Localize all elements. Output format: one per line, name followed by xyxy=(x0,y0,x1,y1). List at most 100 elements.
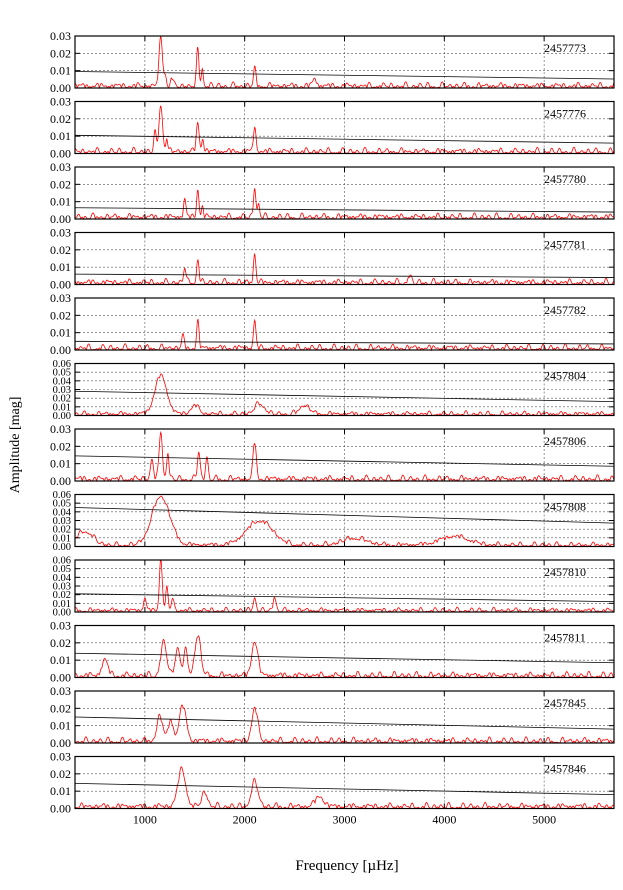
y-tick-label: 0.02 xyxy=(50,177,71,191)
y-tick-label: 0.01 xyxy=(50,64,71,78)
y-tick-label: 0.02 xyxy=(50,701,71,715)
x-tick-label: 1000 xyxy=(133,813,157,827)
y-tick-label: 0.01 xyxy=(50,326,71,340)
panel-2457846: 0.00 0.01 0.02 0.03 2457846 xyxy=(50,749,615,815)
y-tick-label: 0.01 xyxy=(50,129,71,143)
y-tick-label: 0.02 xyxy=(53,394,71,405)
panel-2457845: 0.00 0.01 0.02 0.03 2457845 xyxy=(50,684,615,750)
y-tick-label: 0.03 xyxy=(53,581,71,592)
panel-2457773: 0.00 0.01 0.02 0.03 2457773 xyxy=(50,29,615,95)
panel-label: 2457782 xyxy=(544,303,586,317)
panel-label: 2457811 xyxy=(544,631,586,645)
y-tick-label: 0.05 xyxy=(53,499,71,510)
y-tick-label: 0.00 xyxy=(50,81,71,95)
y-tick-label: 0.05 xyxy=(53,564,71,575)
y-tick-label: 0.02 xyxy=(50,46,71,60)
y-tick-label: 0.01 xyxy=(50,719,71,733)
y-tick-label: 0.00 xyxy=(53,542,71,553)
y-tick-label: 0.02 xyxy=(50,308,71,322)
y-tick-label: 0.03 xyxy=(53,516,71,527)
panel-label: 2457808 xyxy=(544,500,586,514)
y-tick-label: 0.03 xyxy=(50,422,71,436)
y-tick-label: 0.01 xyxy=(53,402,71,413)
y-tick-label: 0.02 xyxy=(50,636,71,650)
panel-label: 2457806 xyxy=(544,434,586,448)
y-tick-label: 0.01 xyxy=(53,533,71,544)
y-tick-label: 0.06 xyxy=(53,490,71,501)
spectrum-line xyxy=(74,495,615,548)
y-tick-label: 0.03 xyxy=(50,749,71,763)
threshold-line xyxy=(74,207,615,213)
y-tick-label: 0.03 xyxy=(50,618,71,632)
panel-2457776: 0.00 0.01 0.02 0.03 2457776 xyxy=(50,94,615,160)
panel-2457811: 0.00 0.01 0.02 0.03 2457811 xyxy=(50,618,615,684)
y-tick-label: 0.02 xyxy=(50,243,71,257)
panels-group: 0.000.010.020.0324577730.000.010.020.032… xyxy=(50,29,615,827)
x-tick-label: 3000 xyxy=(333,813,357,827)
y-tick-label: 0.04 xyxy=(53,507,72,518)
y-tick-label: 0.01 xyxy=(50,784,71,798)
y-tick-label: 0.00 xyxy=(50,736,71,750)
x-tick-label: 4000 xyxy=(432,813,456,827)
y-tick-label: 0.01 xyxy=(50,653,71,667)
y-tick-label: 0.00 xyxy=(50,670,71,684)
panel-label: 2457845 xyxy=(544,696,586,710)
panel-2457804: 0.000.010.020.030.040.050.06 2457804 xyxy=(53,359,615,422)
y-tick-label: 0.02 xyxy=(53,525,71,536)
y-tick-label: 0.00 xyxy=(53,411,71,422)
y-tick-label: 0.03 xyxy=(50,225,71,239)
y-tick-label: 0.01 xyxy=(50,260,71,274)
y-tick-label: 0.00 xyxy=(50,146,71,160)
x-axis-label: Frequency [µHz] xyxy=(295,858,398,874)
y-tick-label: 0.01 xyxy=(53,599,71,610)
y-tick-label: 0.03 xyxy=(50,160,71,174)
panel-2457808: 0.000.010.020.030.040.050.06 2457808 xyxy=(53,490,615,553)
threshold-line xyxy=(74,455,615,467)
panel-2457780: 0.00 0.01 0.02 0.03 2457780 xyxy=(50,160,615,226)
threshold-line xyxy=(74,273,615,278)
threshold-line xyxy=(74,782,615,796)
y-tick-label: 0.03 xyxy=(50,291,71,305)
x-tick-label: 2000 xyxy=(233,813,257,827)
y-tick-label: 0.04 xyxy=(53,376,72,387)
y-tick-label: 0.03 xyxy=(50,684,71,698)
panel-label: 2457804 xyxy=(544,369,586,383)
y-tick-label: 0.00 xyxy=(50,474,71,488)
y-tick-label: 0.02 xyxy=(50,112,71,126)
y-tick-label: 0.01 xyxy=(50,457,71,471)
y-tick-label: 0.04 xyxy=(53,573,72,584)
y-tick-label: 0.00 xyxy=(50,801,71,815)
y-tick-label: 0.03 xyxy=(50,94,71,108)
y-axis-label: Amplitude [mag] xyxy=(8,397,23,494)
threshold-line xyxy=(74,652,615,664)
panel-2457781: 0.00 0.01 0.02 0.03 2457781 xyxy=(50,225,615,291)
threshold-line xyxy=(74,390,615,403)
y-tick-label: 0.00 xyxy=(50,343,71,357)
panel-label: 2457776 xyxy=(544,107,586,121)
y-tick-label: 0.06 xyxy=(53,555,71,566)
panel-label: 2457780 xyxy=(544,172,586,186)
panel-2457806: 0.00 0.01 0.02 0.03 2457806 xyxy=(50,422,615,488)
panel-label: 2457846 xyxy=(544,762,586,776)
y-tick-label: 0.02 xyxy=(50,767,71,781)
threshold-line xyxy=(74,340,615,345)
threshold-line xyxy=(74,507,615,524)
y-tick-label: 0.03 xyxy=(53,385,71,396)
panel-label: 2457781 xyxy=(544,238,586,252)
y-tick-label: 0.00 xyxy=(50,212,71,226)
threshold-line xyxy=(74,593,615,602)
y-tick-label: 0.06 xyxy=(53,359,71,370)
threshold-line xyxy=(74,134,615,144)
x-tick-label: 5000 xyxy=(532,813,556,827)
y-tick-label: 0.02 xyxy=(53,590,71,601)
y-tick-label: 0.00 xyxy=(53,607,71,618)
threshold-line xyxy=(74,71,615,80)
panel-label: 2457810 xyxy=(544,565,586,579)
panel-label: 2457773 xyxy=(544,41,586,55)
y-tick-label: 0.02 xyxy=(50,439,71,453)
y-tick-label: 0.03 xyxy=(50,29,71,43)
y-tick-label: 0.00 xyxy=(50,277,71,291)
panel-2457810: 0.000.010.020.030.040.050.06 2457810 xyxy=(53,555,615,618)
y-tick-label: 0.01 xyxy=(50,195,71,209)
